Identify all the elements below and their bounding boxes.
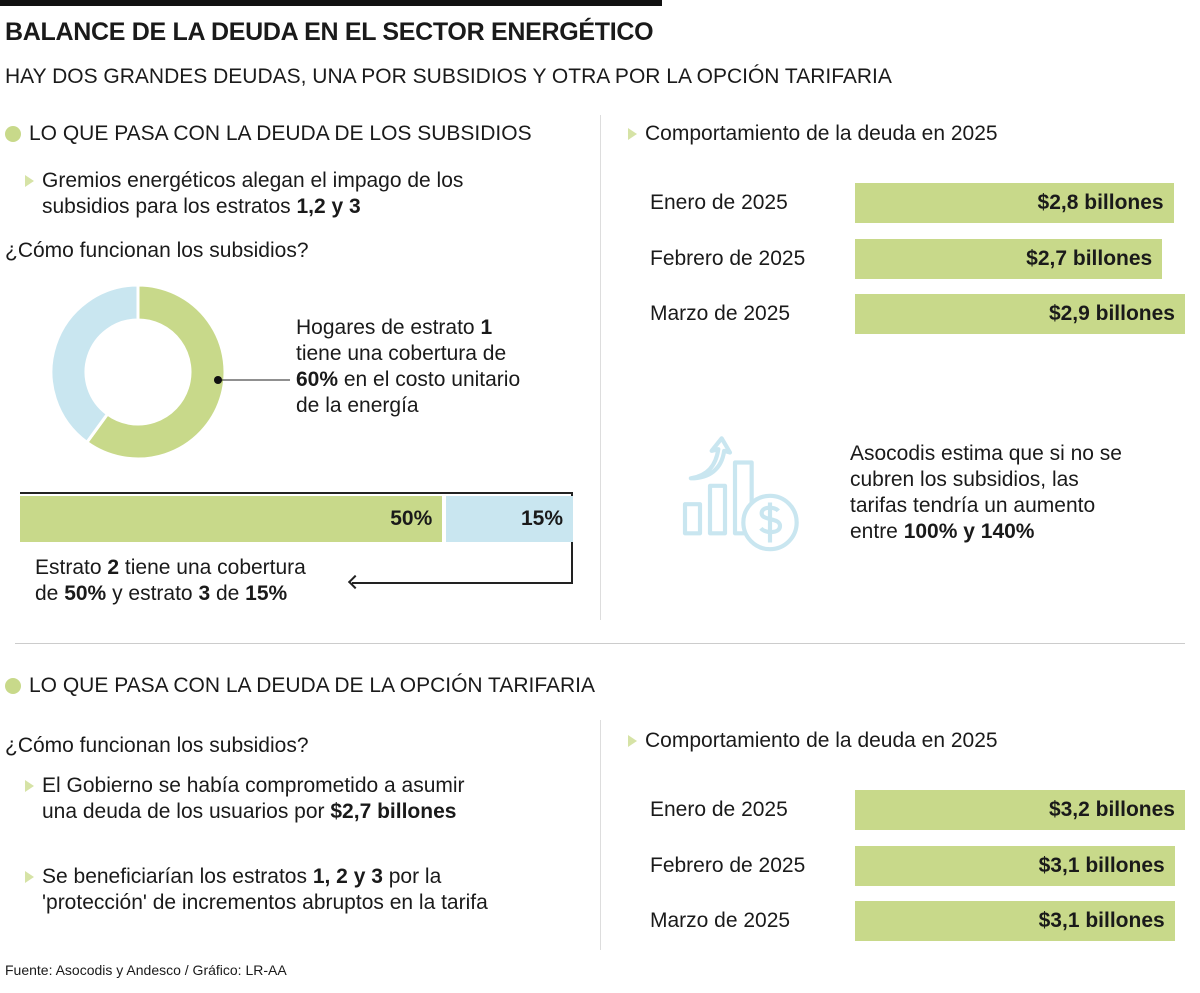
bar-row: Marzo de 2025 $2,9 billones [650,294,1190,334]
t: de la energía [296,394,419,417]
triangle-bullet-icon [25,871,34,883]
bar-row: Febrero de 2025 $3,1 billones [650,845,1190,886]
donut-slice [84,283,227,461]
chart2-heading: Comportamiento de la deuda en 2025 [628,729,998,753]
page-title: BALANCE DE LA DEUDA EN EL SECTOR ENERGÉT… [5,18,654,46]
stack-segment: 50% [20,496,443,542]
t: tiene una cobertura de [296,342,507,365]
section2-heading: LO QUE PASA CON LA DEUDA DE LA OPCIÓN TA… [5,674,595,698]
bracket-line [352,582,573,584]
t: 100% y 140% [903,520,1035,543]
t: Asocodis estima que si no se [850,442,1122,465]
bullet-bold: 1,2 y 3 [296,195,361,218]
t: entre [850,520,904,543]
bar: $3,1 billones [855,845,1175,886]
t: 1 [480,316,493,339]
bar-category-label: Marzo de 2025 [650,909,791,932]
leader-dot [214,376,222,384]
donut-slice [49,283,140,445]
bullet-line: Gremios energéticos alegan el impago de … [42,169,464,192]
t: por la [382,865,442,888]
heading-text: Comportamiento de la deuda en 2025 [645,122,998,145]
arrow-left-icon [347,574,363,590]
t: $2,7 billones [330,800,457,823]
chart-growth-dollar-icon [682,436,799,552]
t: 60% [296,368,339,391]
section1-heading: LO QUE PASA CON LA DEUDA DE LOS SUBSIDIO… [5,122,532,146]
asocodis-note: Asocodis estima que si no se cubren los … [850,441,1122,545]
bar: $3,2 billones [855,790,1185,830]
bar: $2,8 billones [855,183,1174,223]
top-rule [0,0,662,6]
column-divider [600,115,601,620]
triangle-bullet-icon [628,128,637,140]
heading-text: LO QUE PASA CON LA DEUDA DE LA OPCIÓN TA… [29,674,596,697]
t: de [210,582,246,605]
t: 'protección' de incrementos abruptos en … [42,891,488,914]
t: 15% [245,582,288,605]
page-subtitle: HAY DOS GRANDES DEUDAS, UNA POR SUBSIDIO… [5,65,892,88]
triangle-bullet-icon [25,780,34,792]
bracket-line [20,492,573,494]
bar-category-label: Febrero de 2025 [650,246,806,270]
stack-annotation: Estrato 2 tiene una cobertura de 50% y e… [35,555,306,607]
section2-bullet: Se beneficiarían los estratos 1, 2 y 3 p… [25,864,488,916]
triangle-bullet-icon [628,735,637,747]
bar-row: Marzo de 2025 $3,1 billones [650,901,1190,941]
section2-question: ¿Cómo funcionan los subsidios? [5,734,309,757]
t: Se beneficiarían los estratos [42,865,313,888]
stack-segment: 15% [446,496,573,542]
t: una deuda de los usuarios por [42,800,331,823]
bar-category-label: Marzo de 2025 [650,302,791,325]
section1-bullet: Gremios energéticos alegan el impago de … [25,168,463,220]
bar-row: Enero de 2025 $2,8 billones [650,183,1190,223]
t: 1, 2 y 3 [312,865,383,888]
section1-question: ¿Cómo funcionan los subsidios? [5,239,309,262]
t: 50% [64,582,107,605]
bar: $3,1 billones [855,901,1175,941]
t: en el costo unitario [338,368,521,391]
donut-annotation: Hogares de estrato 1 tiene una cobertura… [296,315,520,419]
t: 2 [107,556,120,579]
bullet-dot-icon [5,126,21,142]
chart1-heading: Comportamiento de la deuda en 2025 [628,122,998,146]
source-footer: Fuente: Asocodis y Andesco / Gráfico: LR… [5,962,287,978]
t: El Gobierno se había comprometido a asum… [42,774,465,797]
t: de [35,582,65,605]
section-divider [15,643,1185,644]
section2-bullet: El Gobierno se había comprometido a asum… [25,773,465,825]
t: Estrato [35,556,108,579]
column-divider [600,720,601,950]
t: tarifas tendría un aumento [850,494,1096,517]
bar-row: Febrero de 2025 $2,7 billones [650,238,1190,279]
t: 3 [198,582,211,605]
bar-category-label: Febrero de 2025 [650,853,806,877]
t: tiene una cobertura [119,556,306,579]
t: cubren los subsidios, las [850,468,1079,491]
bar-category-label: Enero de 2025 [650,191,788,214]
t: y estrato [106,582,199,605]
bullet-line: subsidios para los estratos [42,195,297,218]
bar: $2,9 billones [855,294,1185,334]
stacked-bar: 50% 15% [20,496,573,542]
triangle-bullet-icon [25,175,34,187]
heading-text: Comportamiento de la deuda en 2025 [645,729,998,752]
bar-category-label: Enero de 2025 [650,798,788,821]
bar-row: Enero de 2025 $3,2 billones [650,790,1190,830]
heading-text: LO QUE PASA CON LA DEUDA DE LOS SUBSIDIO… [29,122,532,145]
bullet-dot-icon [5,678,21,694]
donut-chart [49,283,290,461]
bar: $2,7 billones [855,238,1163,279]
t: Hogares de estrato [296,316,481,339]
